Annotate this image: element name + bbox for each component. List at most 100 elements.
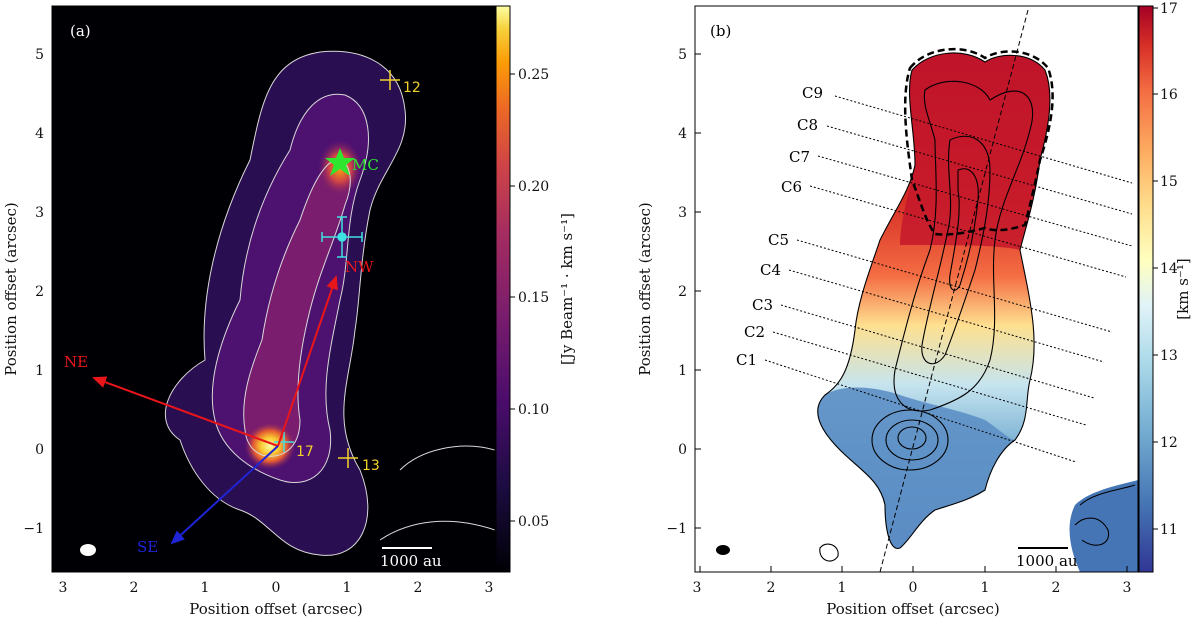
panel-b-cut-labels: C9 C8 C7 C6 C5 C4 C3 C2 C1 xyxy=(736,84,823,369)
cyan-position-marker xyxy=(321,216,363,258)
panel-a-xtick: 1 xyxy=(201,580,210,596)
panel-b-ytick: 1 xyxy=(678,363,687,379)
panel-a-scalebar-label: 1000 au xyxy=(380,552,442,570)
panel-b-velocity-map xyxy=(817,47,1138,572)
arrow-ne xyxy=(92,376,279,447)
marker-12 xyxy=(380,70,400,90)
panel-b-cbar-tick: 16 xyxy=(1160,87,1178,103)
panel-b-xtick: 0 xyxy=(909,580,918,596)
panel-b: C9 C8 C7 C6 C5 C4 C3 C2 C1 1000 au (b) 3… xyxy=(636,1,1192,618)
panel-a-label: (a) xyxy=(70,22,91,40)
marker-17-label: 17 xyxy=(296,444,314,460)
cut-label-c2: C2 xyxy=(744,323,765,341)
cut-label-c3: C3 xyxy=(752,296,773,314)
panel-a-colorbar-label: [Jy Beam⁻¹ · km s⁻¹] xyxy=(558,213,576,365)
panel-b-xtick: 1 xyxy=(981,580,990,596)
marker-13 xyxy=(338,448,358,468)
panel-a-xtick: 0 xyxy=(272,580,281,596)
panel-b-dashed-contour xyxy=(903,47,1054,236)
mc-label: MC xyxy=(352,156,379,174)
panel-a-intensity-map xyxy=(164,50,495,556)
cut-label-c6: C6 xyxy=(781,178,802,196)
panel-b-cbar-tick: 14 xyxy=(1160,261,1178,277)
panel-a-ytick: 4 xyxy=(35,126,44,142)
panel-b-colorbar xyxy=(1138,5,1154,573)
panel-b-scalebar-label: 1000 au xyxy=(1016,552,1078,570)
marker-17 xyxy=(274,432,294,452)
panel-b-label: (b) xyxy=(710,22,731,40)
panel-a-colorbar-ticks xyxy=(510,73,515,522)
panel-a-xlabel: Position offset (arcsec) xyxy=(189,600,363,618)
panel-b-yticks: 5 4 3 2 1 0 −1 xyxy=(666,47,687,537)
panel-a: 12 17 13 MC NW NE SE 1000 au (a) 3 2 1 0 xyxy=(2,5,576,618)
panel-a-ytick: 2 xyxy=(35,284,44,300)
panel-b-axis-line xyxy=(879,9,1029,573)
panel-b-cbar-tick: 15 xyxy=(1160,174,1178,190)
panel-b-xtick: 2 xyxy=(767,580,776,596)
arrow-nw-label: NW xyxy=(345,258,374,276)
panel-b-ytick: −1 xyxy=(666,521,687,537)
panel-a-cbar-tick: 0.20 xyxy=(518,179,549,195)
panel-a-beam xyxy=(80,544,96,556)
panel-b-ytick: 2 xyxy=(678,284,687,300)
cut-label-c1: C1 xyxy=(736,351,757,369)
panel-b-cbar-tick: 11 xyxy=(1160,522,1178,538)
panel-a-tick-marks xyxy=(52,53,490,572)
panel-a-cbar-tick: 0.25 xyxy=(518,67,549,83)
panel-a-xtick: 3 xyxy=(59,580,68,596)
arrow-nw xyxy=(277,275,338,447)
panel-a-cbar-tick: 0.15 xyxy=(518,290,549,306)
panel-b-cbar-tick: 17 xyxy=(1160,1,1178,17)
cut-line-c3 xyxy=(780,304,1095,399)
cut-line-c8 xyxy=(826,125,1133,215)
panel-a-contour-2 xyxy=(211,93,369,484)
arrow-se-label: SE xyxy=(137,538,158,556)
panel-a-ytick: 1 xyxy=(35,363,44,379)
panel-a-core-emission xyxy=(243,159,351,457)
cut-line-c2 xyxy=(772,331,1087,426)
cut-line-c5 xyxy=(796,239,1113,333)
panel-b-contours xyxy=(817,52,1136,562)
panel-a-colorbar xyxy=(495,5,511,573)
panel-b-xtick: 3 xyxy=(693,580,702,596)
panel-b-xtick: 1 xyxy=(838,580,847,596)
panel-a-ytick: −1 xyxy=(23,521,44,537)
panel-a-source-peak xyxy=(244,422,296,470)
panel-a-ytick: 5 xyxy=(35,47,44,63)
marker-13-label: 13 xyxy=(362,458,380,474)
panel-a-xtick: 2 xyxy=(414,580,423,596)
panel-a-xtick: 3 xyxy=(485,580,494,596)
panel-b-frame xyxy=(694,5,1139,573)
panel-a-xticks: 3 2 1 0 1 2 3 xyxy=(59,580,494,596)
panel-b-colorbar-label: [km s⁻¹] xyxy=(1174,258,1192,319)
panel-b-cut-lines xyxy=(764,95,1133,463)
mc-star-icon xyxy=(325,148,355,176)
panel-a-contour-4 xyxy=(379,445,495,541)
panel-a-cbar-tick: 0.05 xyxy=(518,514,549,530)
panel-b-xtick: 2 xyxy=(1052,580,1061,596)
panel-a-yticks: 5 4 3 2 1 0 −1 xyxy=(23,47,44,537)
panel-b-ylabel: Position offset (arcsec) xyxy=(636,202,654,376)
cut-label-c4: C4 xyxy=(760,261,781,279)
cut-line-c4 xyxy=(788,269,1105,363)
arrow-se xyxy=(170,445,279,545)
panel-a-cbar-tick: 0.10 xyxy=(518,402,549,418)
cut-label-c9: C9 xyxy=(802,84,823,102)
panel-b-ytick: 0 xyxy=(678,442,687,458)
panel-b-corner-blob xyxy=(1069,480,1138,572)
panel-b-ytick: 5 xyxy=(678,47,687,63)
cut-line-c1 xyxy=(764,359,1077,463)
marker-12-label: 12 xyxy=(403,80,421,96)
panel-a-frame xyxy=(51,5,496,573)
panel-a-contour-1 xyxy=(164,50,407,556)
arrow-ne-label: NE xyxy=(64,353,88,371)
panel-b-tick-marks xyxy=(695,53,1128,572)
panel-b-xlabel: Position offset (arcsec) xyxy=(826,600,1000,618)
cut-line-c7 xyxy=(817,155,1133,247)
panel-b-ytick: 4 xyxy=(678,126,687,142)
panel-b-cbar-tick: 12 xyxy=(1160,435,1178,451)
panel-a-xtick: 1 xyxy=(343,580,352,596)
panel-b-cbar-tick: 13 xyxy=(1160,348,1178,364)
panel-a-xtick: 2 xyxy=(130,580,139,596)
